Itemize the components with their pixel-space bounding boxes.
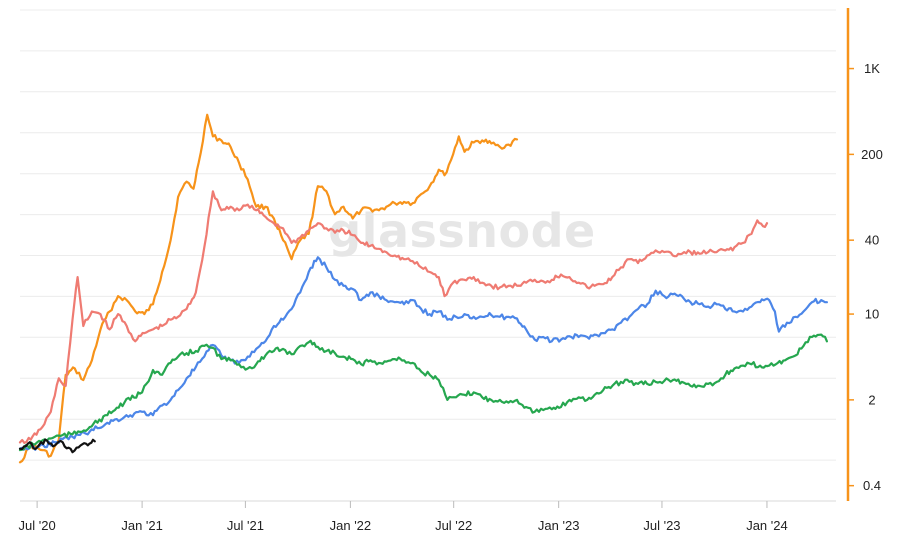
- x-tick-label: Jan '24: [746, 518, 788, 533]
- y-tick-label: 2: [868, 392, 875, 407]
- series-line: [18, 438, 96, 454]
- x-tick-label: Jan '21: [121, 518, 163, 533]
- x-tick-label: Jul '23: [643, 518, 680, 533]
- x-tick-label: Jul '22: [435, 518, 472, 533]
- y-tick-label: 0.4: [863, 478, 881, 493]
- watermark: glassnode: [328, 204, 595, 258]
- y-axis: 0.4 2 10 40 200 1K: [846, 8, 883, 501]
- y-tick-label: 40: [865, 233, 879, 248]
- y-tick-label: 10: [865, 307, 879, 322]
- series-line: [18, 333, 828, 452]
- x-tick-label: Jan '22: [330, 518, 372, 533]
- y-tick-label: 200: [861, 147, 883, 162]
- series-line: [18, 190, 769, 444]
- x-tick-label: Jan '23: [538, 518, 580, 533]
- x-tick-label: Jul '21: [227, 518, 264, 533]
- series-line: [18, 256, 828, 451]
- series-lines: [18, 113, 828, 464]
- x-tick-label: Jul '20: [19, 518, 56, 533]
- y-tick-label: 1K: [864, 61, 880, 76]
- x-axis: Jul '20 Jan '21 Jul '21 Jan '22 Jul '22 Jan '…: [19, 500, 836, 533]
